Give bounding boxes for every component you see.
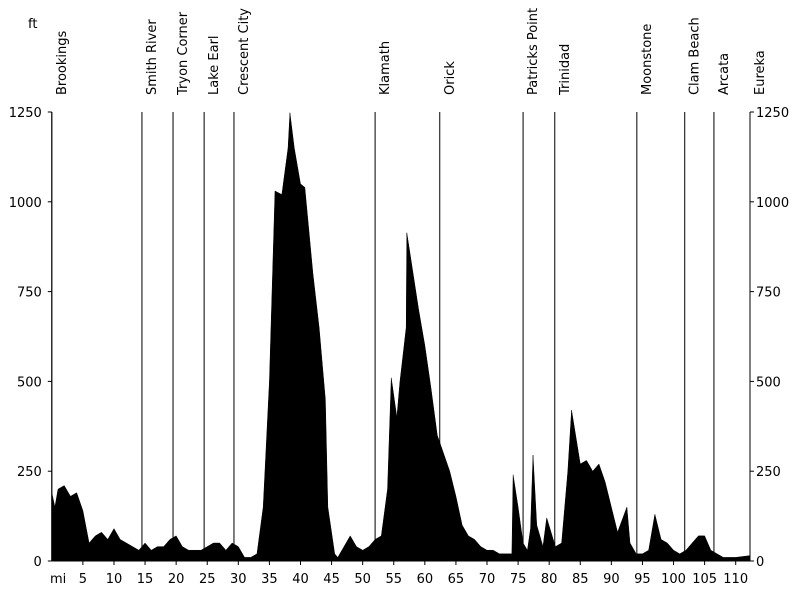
x-tick-label: 35 (261, 572, 278, 587)
x-tick-label: 5 (79, 572, 87, 587)
x-tick-label: 110 (723, 572, 748, 587)
x-tick-label: 70 (479, 572, 496, 587)
x-tick-label: 50 (354, 572, 371, 587)
place-label: Clam Beach (688, 17, 703, 95)
place-label: Brookings (55, 30, 70, 95)
y-tick-label: 1250 (9, 106, 42, 121)
elevation-area (51, 112, 751, 562)
x-tick-label: 30 (230, 572, 247, 587)
y-tick-label-right: 0 (756, 555, 764, 570)
x-tick-label: 80 (541, 572, 558, 587)
place-label: Patricks Point (526, 8, 541, 95)
y-unit-label: ft (28, 17, 37, 32)
x-tick-label: 20 (168, 572, 185, 587)
y-tick-label: 250 (17, 465, 42, 480)
place-label: Orick (443, 61, 458, 95)
place-label: Arcata (717, 53, 732, 95)
place-label: Crescent City (237, 8, 252, 95)
y-tick-label-right: 750 (756, 286, 781, 301)
place-label: Lake Earl (207, 35, 222, 95)
place-label: Klamath (378, 41, 393, 95)
x-tick-label: 45 (323, 572, 340, 587)
place-label: Trinidad (558, 44, 573, 96)
x-tick-label: 55 (385, 572, 402, 587)
x-tick-label: 75 (510, 572, 527, 587)
y-tick-label: 0 (34, 555, 42, 570)
x-unit-label: mi (50, 572, 66, 587)
place-label: Smith River (145, 19, 160, 95)
x-tick-label: 10 (106, 572, 123, 587)
place-label: Eureka (753, 50, 768, 95)
x-tick-label: 40 (292, 572, 309, 587)
place-label: Tryon Corner (176, 11, 191, 96)
place-label: Moonstone (640, 24, 655, 95)
y-tick-label-right: 1000 (756, 196, 789, 211)
x-tick-label: 85 (572, 572, 589, 587)
x-tick-label: 105 (692, 572, 717, 587)
y-tick-label: 750 (17, 286, 42, 301)
x-tick-label: 60 (417, 572, 434, 587)
x-tick-label: 65 (448, 572, 465, 587)
y-tick-label-right: 250 (756, 465, 781, 480)
y-tick-label-right: 500 (756, 375, 781, 390)
y-tick-label-right: 1250 (756, 106, 789, 121)
x-tick-label: 25 (199, 572, 216, 587)
x-tick-label: 90 (603, 572, 620, 587)
y-tick-label: 500 (17, 375, 42, 390)
x-tick-label: 95 (634, 572, 651, 587)
y-tick-label: 1000 (9, 196, 42, 211)
x-tick-label: 100 (661, 572, 686, 587)
x-tick-label: 15 (137, 572, 154, 587)
